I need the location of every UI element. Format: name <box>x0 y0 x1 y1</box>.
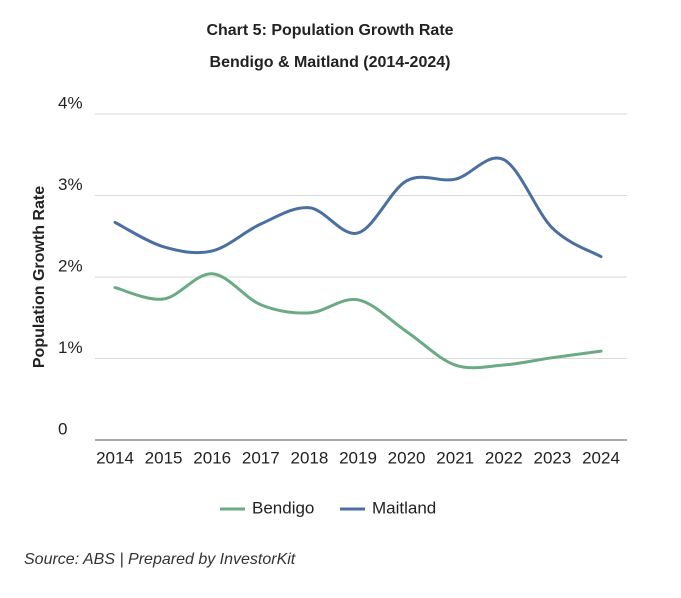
x-tick-label: 2018 <box>290 448 328 467</box>
x-tick-label: 2017 <box>242 448 280 467</box>
x-tick-label: 2022 <box>485 448 523 467</box>
x-tick-label: 2016 <box>193 448 231 467</box>
x-tick-label: 2024 <box>582 448 620 467</box>
y-tick-label: 4% <box>58 93 83 112</box>
x-tick-label: 2015 <box>145 448 183 467</box>
chart-title: Chart 5: Population Growth Rate <box>206 22 453 39</box>
x-tick-label: 2021 <box>436 448 474 467</box>
legend-label: Maitland <box>372 498 436 517</box>
y-tick-label: 3% <box>58 175 83 194</box>
x-tick-label: 2019 <box>339 448 377 467</box>
y-axis-title: Population Growth Rate <box>31 186 48 368</box>
x-tick-label: 2020 <box>388 448 426 467</box>
source-note: Source: ABS | Prepared by InvestorKit <box>24 551 296 568</box>
chart-subtitle: Bendigo & Maitland (2014-2024) <box>210 54 451 71</box>
legend-label: Bendigo <box>252 498 314 517</box>
y-tick-label: 2% <box>58 256 83 275</box>
series-line <box>113 272 603 370</box>
series-line <box>113 156 603 259</box>
x-tick-label: 2014 <box>96 448 134 467</box>
y-tick-label: 0 <box>58 419 67 438</box>
y-tick-label: 1% <box>58 338 83 357</box>
x-tick-label: 2023 <box>533 448 571 467</box>
